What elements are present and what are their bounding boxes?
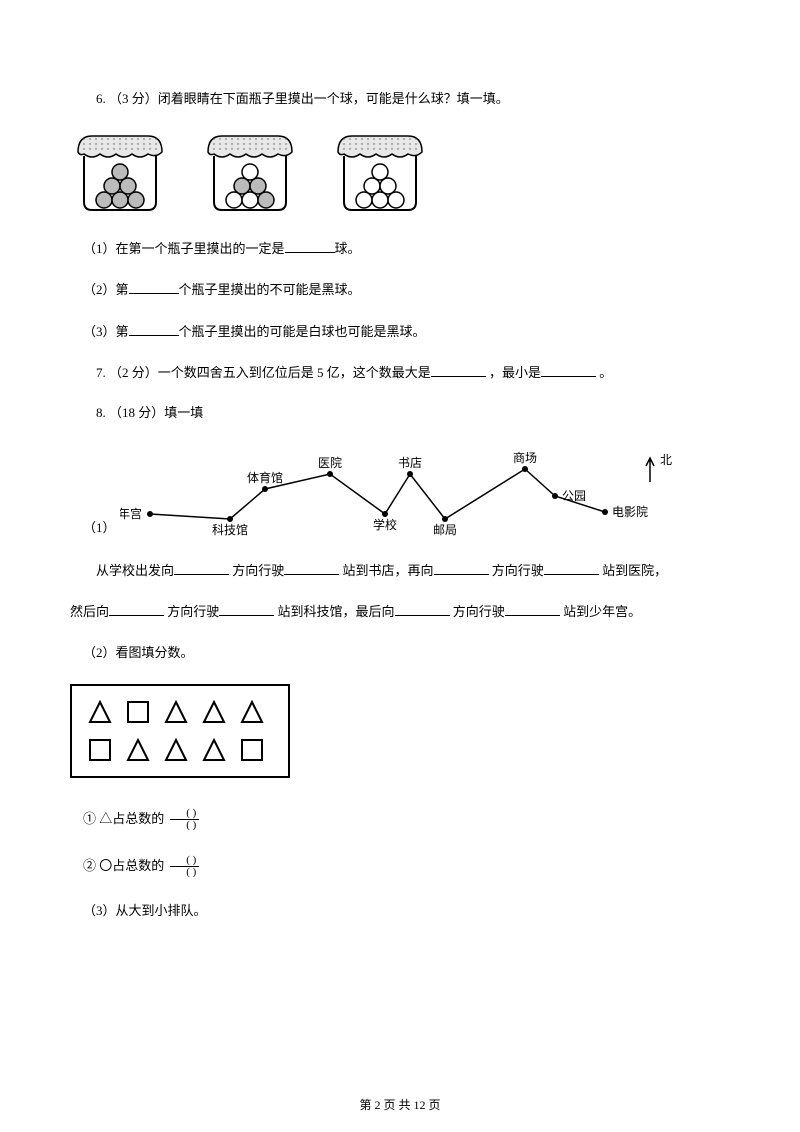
fraction[interactable]: ( )( ) [170, 808, 199, 831]
jar-icon [70, 130, 170, 215]
q8-p3: （3）从大到小排队。 [70, 902, 730, 920]
tri-icon [88, 700, 112, 724]
page-footer: 第 2 页 共 12 页 [0, 1097, 800, 1114]
tri-icon [240, 700, 264, 724]
svg-text:医院: 医院 [318, 456, 342, 470]
t: 页 共 [380, 1098, 413, 1112]
blank[interactable] [505, 602, 560, 616]
q7-a: 7. （2 分）一个数四舍五入到亿位后是 5 亿，这个数最大是 [96, 365, 431, 380]
svg-text:公园: 公园 [562, 489, 586, 503]
svg-text:学校: 学校 [373, 517, 397, 532]
svg-text:邮局: 邮局 [433, 523, 457, 537]
jars-row [70, 130, 730, 215]
map-svg: 少年宫科技馆 体育馆 医院学校 书店邮局 商场公园电影院 北 [120, 444, 690, 539]
q8-p1-line1: 从学校出发向 方向行驶 站到书店，再向 方向行驶 站到医院， [70, 561, 730, 580]
blank[interactable] [284, 561, 339, 575]
t: 方向行驶 [453, 604, 505, 619]
svg-text:北: 北 [660, 453, 672, 467]
jar-icon [200, 130, 300, 215]
q7-c: 。 [596, 365, 612, 380]
t: 方向行驶 [492, 563, 544, 578]
tri-icon [126, 738, 150, 762]
blank[interactable] [129, 322, 179, 336]
t: ② 〇占总数的 [70, 857, 164, 875]
numer: ( ) [170, 808, 199, 820]
q6-sub1: （1）在第一个瓶子里摸出的一定是 球。 [70, 239, 730, 258]
q6-sub3: （3）第 个瓶子里摸出的可能是白球也可能是黑球。 [70, 322, 730, 341]
q8-item2: ② 〇占总数的 ( )( ) [70, 855, 730, 878]
t: 站到少年宫。 [563, 604, 641, 619]
q8-header: 8. （18 分）填一填 [70, 404, 730, 422]
t: 站到科技馆，最后向 [278, 604, 395, 619]
blank[interactable] [544, 561, 599, 575]
q6-sub3-b: 个瓶子里摸出的可能是白球也可能是黑球。 [179, 324, 426, 339]
q6-sub1-b: 球。 [335, 241, 361, 256]
svg-text:商场: 商场 [513, 450, 537, 465]
denom: ( ) [170, 820, 199, 831]
q6-header: 6. （3 分）闭着眼睛在下面瓶子里摸出一个球，可能是什么球？填一填。 [70, 90, 730, 108]
blank[interactable] [219, 602, 274, 616]
q8-p1-line2: 然后向 方向行驶 站到科技馆，最后向 方向行驶 站到少年宫。 [70, 602, 730, 621]
shapes-row [88, 700, 272, 724]
t: 从学校出发向 [96, 563, 174, 578]
blank[interactable] [541, 363, 596, 377]
tri-icon [202, 700, 226, 724]
sq-icon [240, 738, 264, 762]
q7-b: ，最小是 [486, 365, 541, 380]
tri-icon [202, 738, 226, 762]
t: 页 [426, 1098, 441, 1112]
t: 然后向 [70, 604, 109, 619]
t: 方向行驶 [167, 604, 219, 619]
q6-sub2-a: （2）第 [83, 282, 129, 297]
blank[interactable] [285, 239, 335, 253]
sq-icon [88, 738, 112, 762]
sq-icon [126, 700, 150, 724]
shapes-row [88, 738, 272, 762]
blank[interactable] [434, 561, 489, 575]
q8-p1-prefix: （1） [70, 519, 116, 539]
tri-icon [164, 738, 188, 762]
svg-text:体育馆: 体育馆 [247, 470, 283, 485]
svg-text:书店: 书店 [398, 456, 422, 470]
t: 方向行驶 [232, 563, 284, 578]
q7: 7. （2 分）一个数四舍五入到亿位后是 5 亿，这个数最大是 ，最小是 。 [70, 363, 730, 382]
blank[interactable] [174, 561, 229, 575]
page-total: 12 [414, 1098, 426, 1112]
blank[interactable] [431, 363, 486, 377]
jar-icon [330, 130, 430, 215]
t: 第 [359, 1098, 374, 1112]
denom: ( ) [170, 867, 199, 878]
q6-sub2-b: 个瓶子里摸出的不可能是黑球。 [179, 282, 361, 297]
svg-text:科技馆: 科技馆 [212, 522, 248, 537]
fraction[interactable]: ( )( ) [170, 855, 199, 878]
shapes-box [70, 684, 290, 778]
t: 站到医院， [602, 563, 667, 578]
blank[interactable] [129, 280, 179, 294]
q6-sub3-a: （3）第 [83, 324, 129, 339]
q6-sub1-a: （1）在第一个瓶子里摸出的一定是 [83, 241, 285, 256]
svg-text:少年宫: 少年宫 [120, 506, 142, 521]
q8-item1: ① △占总数的 ( )( ) [70, 808, 730, 831]
numer: ( ) [170, 855, 199, 867]
t: 站到书店，再向 [343, 563, 434, 578]
t: ① △占总数的 [70, 810, 164, 828]
map-diagram: （1） 少年宫科技馆 体育馆 医院学校 书店邮局 商场公园电影院 北 [70, 444, 730, 539]
blank[interactable] [109, 602, 164, 616]
svg-text:电影院: 电影院 [612, 505, 648, 519]
tri-icon [164, 700, 188, 724]
blank[interactable] [395, 602, 450, 616]
q8-p2: （2）看图填分数。 [70, 644, 730, 662]
q6-sub2: （2）第 个瓶子里摸出的不可能是黑球。 [70, 280, 730, 299]
